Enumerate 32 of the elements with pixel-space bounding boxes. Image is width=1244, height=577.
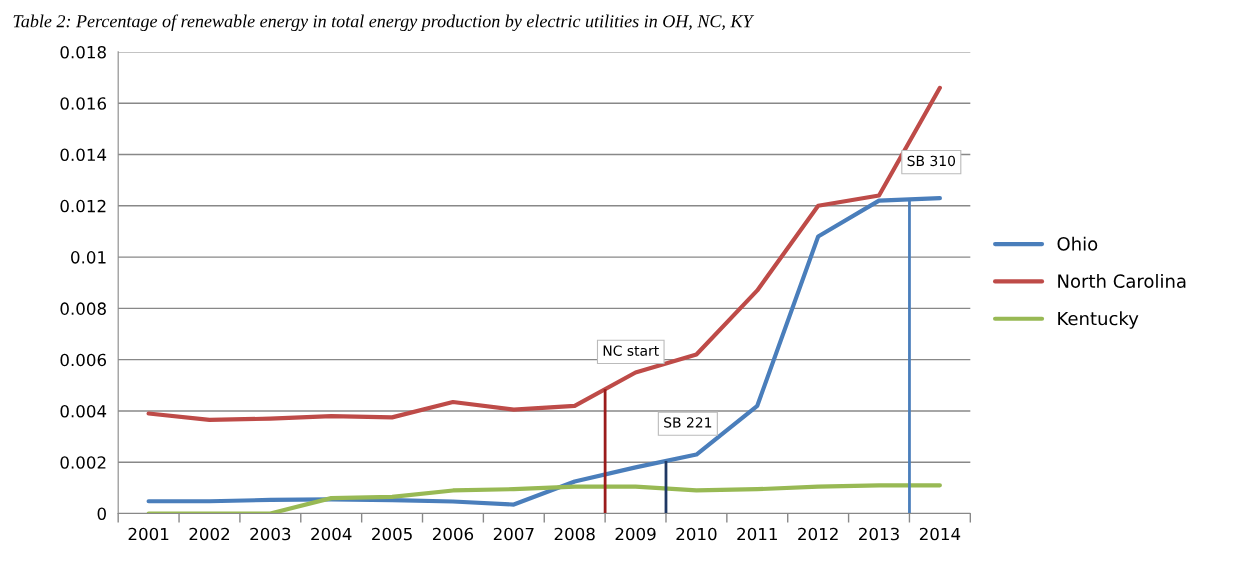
ref-line-label: SB 310 (907, 155, 956, 167)
x-tick-label: 2010 (676, 527, 717, 541)
y-tick-label: 0.018 (60, 45, 106, 59)
y-tick-label: 0.008 (60, 302, 106, 315)
legend-label: Kentucky (1058, 311, 1139, 329)
x-tick-label: 2014 (919, 527, 961, 541)
x-tick-label: 2009 (615, 527, 656, 541)
x-tick-label: 2006 (432, 527, 474, 541)
x-tick-label: 2002 (189, 527, 230, 541)
y-tick-label: 0.004 (60, 404, 107, 418)
ref-line-label: NC start (603, 345, 659, 356)
chart-title: Table 2: Percentage of renewable energy in total energy production by electric utilities in OH, NC, KY (13, 14, 755, 32)
x-tick-label: 2012 (798, 527, 838, 541)
x-tick-label: 2004 (311, 527, 352, 541)
y-tick-label: 0.01 (71, 251, 106, 264)
x-tick-label: 2005 (372, 527, 412, 541)
x-tick-label: 2011 (737, 527, 777, 541)
x-tick-label: 2003 (250, 527, 291, 541)
line-series (146, 483, 942, 514)
x-tick-label: 2013 (859, 527, 899, 541)
legend-label: North Carolina (1058, 273, 1186, 288)
x-tick-label: 2008 (554, 527, 595, 541)
legend-label: Ohio (1057, 236, 1098, 251)
y-tick-label: 0.014 (60, 148, 107, 162)
y-tick-label: 0 (97, 507, 106, 521)
y-tick-label: 0.016 (60, 97, 107, 110)
y-tick-label: 0.002 (60, 456, 106, 469)
x-tick-label: 2001 (128, 527, 169, 541)
y-tick-label: 0.006 (60, 353, 107, 367)
y-tick-label: 0.012 (60, 199, 106, 213)
x-tick-label: 2007 (493, 527, 534, 541)
ref-line-label: SB 221 (664, 417, 712, 428)
